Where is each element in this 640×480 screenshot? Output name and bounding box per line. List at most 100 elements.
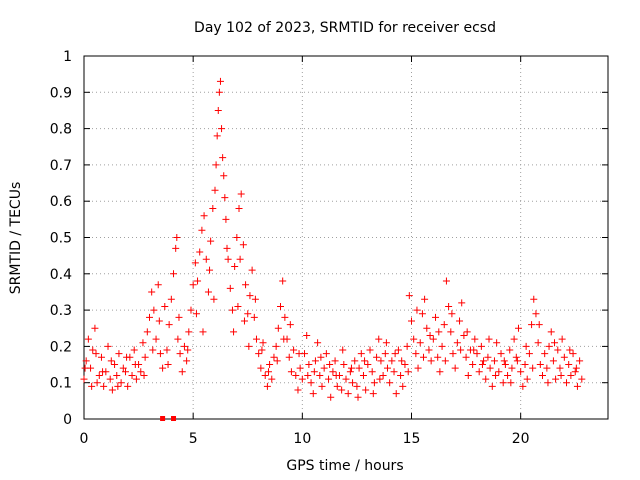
data-point: [230, 328, 238, 336]
data-point: [290, 346, 298, 354]
data-point: [517, 368, 525, 376]
data-point: [480, 357, 488, 365]
data-point: [490, 357, 498, 365]
data-point: [309, 390, 317, 398]
data-point: [294, 386, 302, 394]
data-point: [506, 346, 514, 354]
data-point: [286, 321, 294, 329]
data-point: [353, 382, 361, 390]
data-point: [261, 371, 269, 379]
data-point: [499, 379, 507, 387]
data-point: [111, 361, 119, 369]
data-point: [434, 353, 442, 361]
data-point: [211, 186, 219, 194]
data-point: [81, 364, 89, 372]
data-point: [346, 368, 354, 376]
data-point: [530, 295, 538, 303]
data-point: [547, 328, 555, 336]
data-point: [175, 313, 183, 321]
data-point: [270, 353, 278, 361]
data-point: [237, 190, 245, 198]
data-point: [425, 346, 433, 354]
data-point: [469, 361, 477, 369]
data-point: [274, 324, 282, 332]
data-point: [573, 382, 581, 390]
data-point: [338, 386, 346, 394]
data-point: [280, 335, 288, 343]
data-point: [373, 353, 381, 361]
zero-value-marker: [160, 416, 166, 421]
data-point: [569, 350, 577, 358]
data-point: [93, 379, 101, 387]
data-point: [427, 357, 435, 365]
data-point: [369, 390, 377, 398]
data-point: [273, 357, 281, 365]
data-point: [139, 339, 147, 347]
y-tick-label: 0.8: [50, 122, 72, 138]
data-point: [342, 375, 350, 383]
data-point: [557, 371, 565, 379]
data-point: [252, 335, 260, 343]
y-tick-label: 0.4: [50, 267, 72, 283]
data-point: [388, 357, 396, 365]
data-point: [567, 371, 575, 379]
data-point: [383, 364, 391, 372]
data-point: [215, 88, 223, 96]
data-point: [223, 244, 231, 252]
data-point: [399, 382, 407, 390]
data-point: [234, 302, 242, 310]
data-point: [298, 375, 306, 383]
data-point: [529, 364, 537, 372]
data-point: [578, 375, 586, 383]
data-point: [438, 342, 446, 350]
data-point: [370, 379, 378, 387]
data-point: [310, 368, 318, 376]
data-point: [198, 226, 206, 234]
data-point: [522, 342, 530, 350]
data-point: [495, 368, 503, 376]
data-point: [493, 339, 501, 347]
data-point: [196, 248, 204, 256]
data-point: [442, 277, 450, 285]
data-point: [124, 382, 132, 390]
data-point: [398, 357, 406, 365]
data-point: [544, 379, 552, 387]
data-point: [347, 364, 355, 372]
data-point: [119, 364, 127, 372]
data-point: [500, 357, 508, 365]
x-tick-label: 20: [512, 431, 530, 447]
data-point: [84, 335, 92, 343]
data-point: [421, 295, 429, 303]
data-point: [488, 382, 496, 390]
data-point: [408, 317, 415, 325]
data-point: [451, 364, 459, 372]
data-point: [418, 310, 426, 318]
data-point: [266, 361, 274, 369]
data-point: [486, 364, 494, 372]
data-point: [554, 346, 562, 354]
data-point: [423, 324, 431, 332]
data-points: [80, 77, 586, 421]
data-point: [194, 277, 202, 285]
data-point: [576, 357, 584, 365]
data-point: [137, 368, 145, 376]
data-point: [566, 346, 574, 354]
data-point: [220, 172, 228, 180]
data-point: [460, 332, 468, 340]
data-point: [233, 234, 241, 241]
data-point: [187, 306, 195, 314]
data-point: [148, 288, 156, 296]
data-point: [146, 313, 153, 321]
data-point: [403, 342, 411, 350]
data-point: [113, 371, 121, 379]
data-point: [556, 364, 564, 372]
data-point: [316, 371, 324, 379]
data-point: [155, 317, 163, 325]
data-point: [572, 364, 580, 372]
data-point: [222, 215, 230, 223]
data-point: [305, 361, 313, 369]
data-point: [318, 382, 326, 390]
data-point: [513, 357, 521, 365]
data-point: [104, 342, 112, 350]
data-point: [410, 335, 418, 343]
